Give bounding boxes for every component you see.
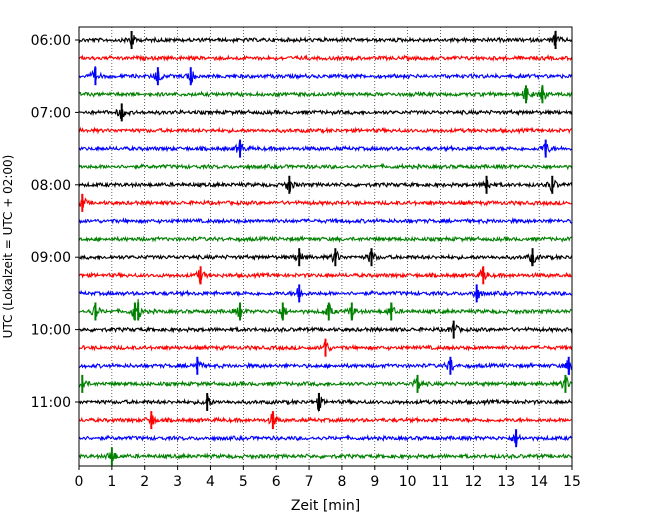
trace-1000 <box>78 321 573 334</box>
trace-0630 <box>78 66 573 85</box>
x-tick-label-15: 15 <box>563 474 581 490</box>
x-tick-label-13: 13 <box>497 474 515 490</box>
trace-0900 <box>78 250 573 267</box>
y-tick-label-1000: 10:00 <box>31 323 71 339</box>
x-tick-label-6: 6 <box>272 474 281 490</box>
trace-0945 <box>78 299 573 321</box>
trace-0815 <box>78 193 573 208</box>
trace-1045 <box>78 376 573 390</box>
trace-0600 <box>78 30 573 47</box>
trace-0730 <box>78 140 573 155</box>
y-tick-label-1100: 11:00 <box>31 395 71 411</box>
trace-0715 <box>78 126 573 135</box>
trace-1130 <box>78 430 573 447</box>
y-axis-ticks: 06:00 07:00 08:00 09:00 10:00 11:00 <box>31 33 79 411</box>
y-tick-label-0700: 07:00 <box>31 105 71 121</box>
seismic-traces <box>78 30 573 466</box>
y-tick-label-0800: 08:00 <box>31 178 71 194</box>
y-tick-label-0900: 09:00 <box>31 250 71 266</box>
x-axis-label: Zeit [min] <box>291 498 360 514</box>
x-tick-label-12: 12 <box>464 474 482 490</box>
trace-0930 <box>78 287 573 299</box>
x-tick-label-0: 0 <box>75 474 84 490</box>
x-tick-label-10: 10 <box>399 474 417 490</box>
x-tick-label-9: 9 <box>370 474 379 490</box>
trace-0745 <box>78 162 573 171</box>
y-axis-label: UTC (Lokalzeit = UTC + 02:00) <box>1 155 15 339</box>
trace-0645 <box>78 84 573 101</box>
x-axis-ticks: 0 1 2 3 4 5 6 7 8 9 10 11 12 13 14 15 <box>75 466 581 490</box>
trace-0915 <box>78 267 573 285</box>
x-tick-label-4: 4 <box>206 474 215 490</box>
plot-frame <box>78 26 573 467</box>
grid-lines <box>111 27 540 466</box>
trace-0830 <box>78 216 573 226</box>
x-tick-label-14: 14 <box>530 474 548 490</box>
trace-0700 <box>78 108 573 122</box>
trace-1115 <box>78 412 573 427</box>
y-tick-label-0600: 06:00 <box>31 33 71 49</box>
x-tick-label-2: 2 <box>140 474 149 490</box>
trace-1100 <box>78 392 573 413</box>
x-tick-label-3: 3 <box>173 474 182 490</box>
x-tick-label-8: 8 <box>337 474 346 490</box>
x-tick-label-7: 7 <box>305 474 314 490</box>
x-tick-label-5: 5 <box>239 474 248 490</box>
trace-0800 <box>78 178 573 194</box>
x-tick-label-1: 1 <box>107 474 116 490</box>
x-tick-label-11: 11 <box>432 474 450 490</box>
trace-1145 <box>78 452 573 462</box>
trace-0845 <box>78 235 573 244</box>
trace-1030 <box>78 357 573 376</box>
trace-0615 <box>78 54 573 63</box>
